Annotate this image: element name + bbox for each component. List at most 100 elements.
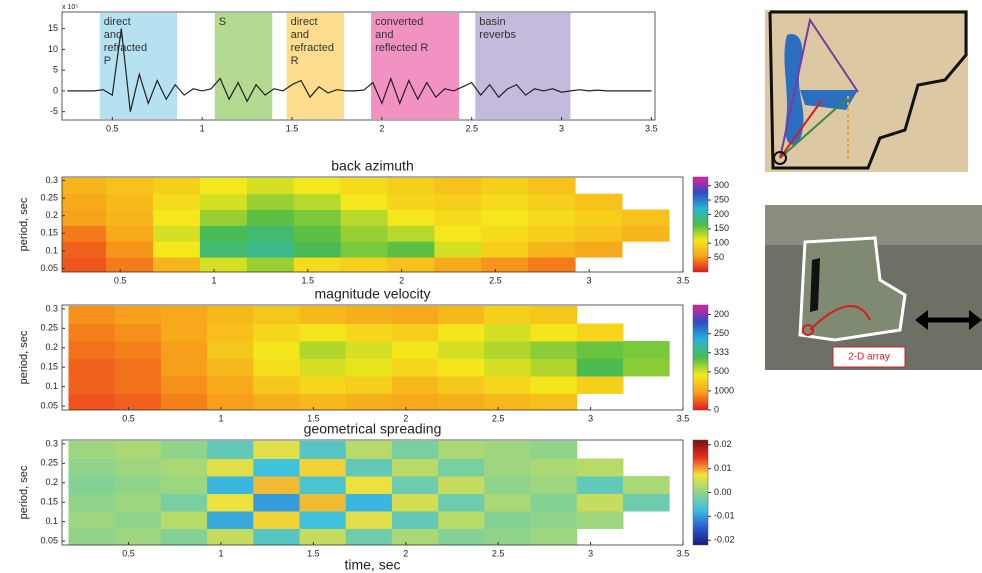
- heatmap-cell: [253, 458, 300, 477]
- heatmap-cell: [576, 510, 624, 529]
- heatmap-cell: [253, 493, 300, 512]
- heatmap-cell: [576, 323, 624, 342]
- heatmap-cell: [207, 323, 254, 342]
- heatmap-cell: [68, 440, 116, 459]
- colorbar-tick-label: 250: [714, 194, 729, 204]
- x-tick-label: 0.5: [114, 275, 127, 285]
- y-tick-label: 0.15: [40, 497, 58, 507]
- y-tick-label: 0.25: [40, 323, 58, 333]
- heatmap-cell: [345, 340, 393, 359]
- heatmap-cell: [528, 177, 576, 195]
- heatmap-cell: [530, 358, 578, 377]
- ray-path: [779, 95, 851, 159]
- x-tick-label: 3: [559, 123, 564, 133]
- waveform: [67, 28, 652, 112]
- heatmap-cell: [62, 193, 107, 211]
- heatmap-cell: [528, 241, 576, 258]
- heatmap-cell: [340, 209, 389, 226]
- chart-title: back azimuth: [331, 158, 413, 174]
- heatmap-cell: [152, 177, 201, 195]
- heatmap-cell: [481, 209, 529, 226]
- heatmap-cell: [438, 475, 485, 494]
- heatmap-cell: [528, 257, 576, 272]
- heatmap-cell: [68, 493, 116, 512]
- axes-frame: [61, 11, 656, 121]
- heatmap-cell: [253, 393, 300, 410]
- x-tick-label: 1.5: [302, 275, 315, 285]
- colorbar-tick-label: 500: [714, 366, 729, 376]
- heatmap-cell: [434, 257, 482, 272]
- phase-label: converted: [375, 16, 423, 28]
- x-axis-label: time, sec: [344, 557, 400, 573]
- heatmap-cell: [484, 340, 532, 359]
- heatmap-cell: [484, 375, 532, 394]
- x-tick-label: 2.5: [492, 548, 505, 558]
- phase-label: direct: [104, 16, 131, 28]
- heatmap-cell: [481, 225, 529, 242]
- heatmap-cell: [434, 177, 482, 195]
- heatmap-cell: [391, 440, 439, 459]
- heatmap-cell: [68, 475, 116, 494]
- lake: [810, 258, 820, 312]
- x-tick-label: 2: [399, 275, 404, 285]
- heatmap-cell: [484, 458, 532, 477]
- heatmap-cell: [387, 257, 435, 272]
- colorbar-tick-label: 1000: [714, 385, 734, 395]
- heatmap-cell: [246, 257, 295, 272]
- heatmap-cell: [152, 209, 201, 226]
- x-tick-label: 3.5: [677, 548, 690, 558]
- heatmap-cell: [160, 340, 208, 359]
- heatmap-cell: [246, 241, 295, 258]
- heatmap-cell: [299, 393, 347, 410]
- y-axis-label: period, sec: [18, 197, 30, 251]
- heatmap-cell: [438, 340, 485, 359]
- y-tick-label: 0.2: [45, 477, 58, 487]
- x-tick-label: 3: [587, 275, 592, 285]
- heatmap-cell: [62, 241, 107, 258]
- heatmap-cell: [438, 440, 485, 459]
- x-tick-label: 1.5: [307, 548, 320, 558]
- heatmap-cell: [160, 528, 208, 545]
- heatmap-cell: [299, 305, 347, 324]
- heatmap-cell: [160, 510, 208, 529]
- heatmap-cell: [160, 440, 208, 459]
- heatmap-cell: [387, 241, 435, 258]
- heatmap-cell: [340, 177, 389, 195]
- heatmap-cell: [299, 528, 347, 545]
- heatmap-cell: [199, 177, 248, 195]
- heatmap-cell: [114, 393, 162, 410]
- heatmap-cell: [199, 193, 248, 211]
- phase-label: and: [375, 29, 393, 41]
- heatmap-cell: [152, 225, 201, 242]
- heatmap-cell: [207, 358, 254, 377]
- phase-label: direct: [291, 16, 318, 28]
- colorbar: [692, 439, 709, 546]
- colorbar: [692, 176, 709, 273]
- phase-label: and: [104, 29, 122, 41]
- heatmap-cell: [106, 193, 154, 211]
- heatmap-cell: [345, 458, 393, 477]
- heatmap-cell: [253, 528, 300, 545]
- heatmap-cell: [160, 323, 208, 342]
- heatmap-cell: [530, 440, 578, 459]
- heatmap-cell: [438, 493, 485, 512]
- heatmap-cell: [575, 193, 623, 211]
- axes-frame: [61, 439, 684, 546]
- heatmap-cell: [340, 241, 389, 258]
- heatmap-cell: [68, 458, 116, 477]
- x-tick-label: 3.5: [677, 413, 690, 423]
- heatmap-cell: [114, 375, 162, 394]
- heatmap-cell: [114, 305, 162, 324]
- colorbar-tick-label: 150: [714, 223, 729, 233]
- y-tick-label: 0.1: [45, 245, 58, 255]
- heatmap-cell: [391, 375, 439, 394]
- heatmap-cell: [484, 393, 532, 410]
- colorbar: [692, 304, 709, 411]
- colorbar-tick-label: 0.00: [714, 487, 732, 497]
- channel: [800, 90, 858, 110]
- heatmap-cell: [391, 475, 439, 494]
- heatmap-cell: [207, 375, 254, 394]
- phase-label: and: [291, 29, 309, 41]
- heatmap-cell: [299, 458, 347, 477]
- heatmap-cell: [345, 528, 393, 545]
